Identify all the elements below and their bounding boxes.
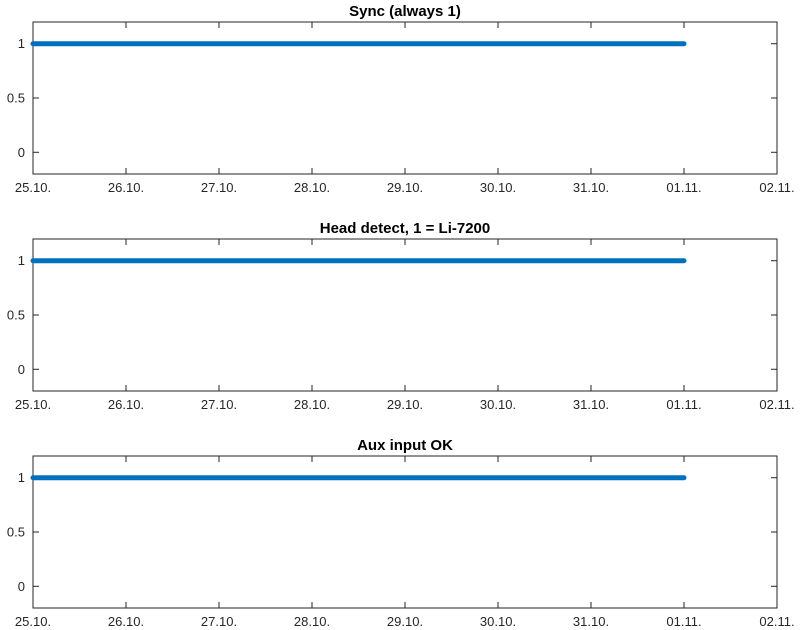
axes-box: [32, 455, 778, 609]
x-tick-label: 02.11.: [759, 180, 794, 195]
y-tick-label: 0.5: [7, 91, 25, 106]
chart-panel-1: Sync (always 1) 25.10. 26.10. 27.10. 28.10. 2…: [7, 3, 795, 195]
y-tick-label: 0.5: [7, 308, 25, 323]
chart-title: Aux input OK: [357, 437, 453, 454]
y-tick-label: 0.5: [7, 525, 25, 540]
y-tick-label: 0: [18, 362, 25, 377]
x-tick-label: 02.11.: [759, 397, 794, 412]
x-tick-label: 29.10.: [387, 397, 423, 412]
x-tick-label: 01.11.: [666, 180, 701, 195]
x-tick-label: 27.10.: [201, 180, 237, 195]
axes-box: [32, 238, 778, 392]
x-tick-label: 31.10.: [573, 614, 609, 629]
y-tick-label: 0: [18, 579, 25, 594]
x-tick-label: 31.10.: [573, 397, 609, 412]
x-tick-label: 28.10.: [294, 397, 330, 412]
y-tick-label: 1: [18, 470, 25, 485]
x-tick-label: 29.10.: [387, 180, 423, 195]
x-tick-label: 27.10.: [201, 614, 237, 629]
x-tick-label: 30.10.: [480, 397, 516, 412]
x-tick-label: 26.10.: [108, 397, 144, 412]
x-tick-label: 25.10.: [15, 180, 51, 195]
chart-title: Head detect, 1 = Li-7200: [320, 220, 491, 237]
x-tick-label: 26.10.: [108, 614, 144, 629]
y-tick-label: 0: [18, 145, 25, 160]
x-tick-label: 29.10.: [387, 614, 423, 629]
x-tick-label: 01.11.: [666, 397, 701, 412]
x-tick-label: 30.10.: [480, 614, 516, 629]
x-tick-label: 02.11.: [759, 614, 794, 629]
x-tick-label: 01.11.: [666, 614, 701, 629]
chart-panel-2: Head detect, 1 = Li-7200 25.10. 26.10. 27.1…: [7, 220, 795, 412]
x-tick-label: 25.10.: [15, 397, 51, 412]
x-tick-label: 27.10.: [201, 397, 237, 412]
x-tick-label: 25.10.: [15, 614, 51, 629]
chart-panel-3: Aux input OK 25.10. 26.10. 27.10. 28.10. 29.1…: [7, 437, 795, 629]
x-tick-label: 30.10.: [480, 180, 516, 195]
chart-title: Sync (always 1): [349, 3, 461, 20]
axes-box: [32, 21, 778, 175]
x-tick-label: 31.10.: [573, 180, 609, 195]
x-tick-label: 26.10.: [108, 180, 144, 195]
y-tick-label: 1: [18, 36, 25, 51]
x-tick-label: 28.10.: [294, 614, 330, 629]
y-tick-label: 1: [18, 253, 25, 268]
x-tick-label: 28.10.: [294, 180, 330, 195]
